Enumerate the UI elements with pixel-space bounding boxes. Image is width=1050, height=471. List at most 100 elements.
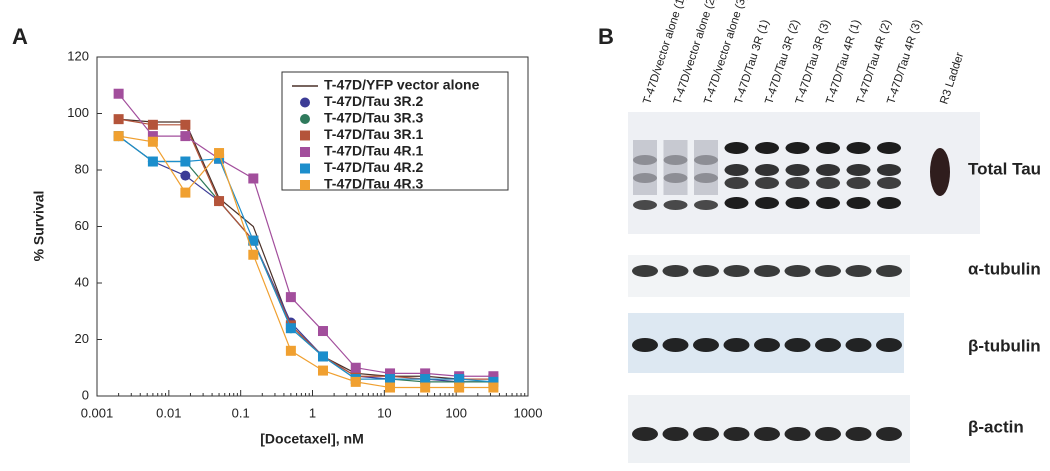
x-tick-label: 1000	[514, 405, 543, 420]
point	[317, 365, 328, 376]
point	[180, 156, 191, 167]
point	[113, 131, 124, 142]
blot-label: α-tubulin	[968, 259, 1041, 278]
band	[876, 265, 902, 277]
point	[300, 114, 310, 124]
series-line	[118, 93, 494, 377]
y-tick-label: 100	[67, 105, 89, 120]
point	[385, 374, 396, 385]
band	[693, 427, 719, 441]
point	[147, 131, 158, 142]
panel-label: A	[12, 24, 28, 49]
band	[785, 164, 810, 176]
band	[755, 197, 779, 209]
band	[724, 142, 749, 154]
band	[846, 142, 871, 154]
legend-label: T-47D/Tau 4R.1	[324, 143, 424, 159]
legend-label: T-47D/Tau 4R.3	[324, 176, 424, 192]
point	[180, 187, 191, 198]
band	[754, 265, 780, 277]
point	[317, 351, 328, 362]
point	[147, 119, 158, 130]
band	[877, 164, 901, 176]
band	[877, 177, 901, 189]
point	[214, 153, 225, 164]
band	[815, 427, 841, 441]
point	[420, 374, 431, 385]
band	[663, 155, 688, 165]
band	[877, 142, 901, 154]
band	[632, 427, 658, 441]
blot-panel: T-47D/vector alone (1)T-47D/vector alone…	[628, 0, 1041, 463]
legend-label: T-47D/Tau 3R.1	[324, 126, 424, 142]
point	[147, 156, 158, 167]
band	[662, 265, 689, 277]
band	[723, 265, 750, 277]
band	[693, 265, 719, 277]
band	[755, 177, 779, 189]
y-axis-label: % Survival	[31, 191, 47, 262]
x-axis-label: [Docetaxel], nM	[260, 431, 363, 447]
legend-label: T-47D/Tau 3R.2	[324, 93, 424, 109]
band	[784, 427, 811, 441]
band	[694, 200, 718, 210]
y-tick-label: 60	[75, 218, 89, 233]
point	[488, 371, 499, 382]
band	[693, 338, 719, 352]
legend-label: T-47D/YFP vector alone	[324, 77, 480, 93]
point	[180, 119, 191, 130]
band	[846, 177, 871, 189]
blot-label: β-actin	[968, 417, 1024, 436]
blot-label: Total Tau	[968, 159, 1041, 178]
point	[300, 130, 310, 141]
band	[785, 177, 810, 189]
x-tick-label: 0.001	[81, 405, 114, 420]
point	[248, 249, 259, 260]
x-tick-label: 100	[445, 405, 467, 420]
band	[816, 142, 840, 154]
band	[784, 338, 811, 352]
band	[662, 338, 689, 352]
band	[816, 177, 840, 189]
band	[845, 427, 872, 441]
point	[300, 180, 310, 190]
y-tick-label: 120	[67, 48, 89, 63]
point	[488, 382, 499, 393]
band	[784, 265, 811, 277]
y-tick-label: 80	[75, 161, 89, 176]
band	[816, 197, 840, 209]
band	[876, 427, 902, 441]
point	[420, 368, 431, 379]
smear	[663, 140, 688, 195]
point	[350, 362, 361, 373]
band	[846, 197, 871, 209]
point	[385, 382, 396, 393]
ladder-band	[930, 148, 950, 196]
point	[180, 170, 191, 181]
lane-label: T-47D/Tau 4R (3)	[885, 18, 924, 106]
series-line	[118, 135, 494, 383]
point	[300, 97, 310, 108]
point	[317, 326, 328, 337]
point	[285, 292, 296, 303]
point	[350, 376, 361, 387]
band	[876, 338, 902, 352]
band	[724, 164, 749, 176]
band	[845, 265, 872, 277]
smear	[694, 140, 718, 195]
band	[724, 197, 749, 209]
x-tick-label: 1	[309, 405, 316, 420]
band	[815, 265, 841, 277]
point	[454, 374, 465, 385]
point	[248, 173, 259, 184]
band	[815, 338, 841, 352]
y-tick-label: 20	[75, 331, 89, 346]
band	[845, 338, 872, 352]
band	[755, 164, 779, 176]
point	[214, 148, 225, 159]
band	[633, 173, 657, 183]
lane-label: R3 Ladder	[938, 51, 966, 106]
x-tick-label: 0.01	[156, 405, 181, 420]
point	[113, 114, 124, 125]
